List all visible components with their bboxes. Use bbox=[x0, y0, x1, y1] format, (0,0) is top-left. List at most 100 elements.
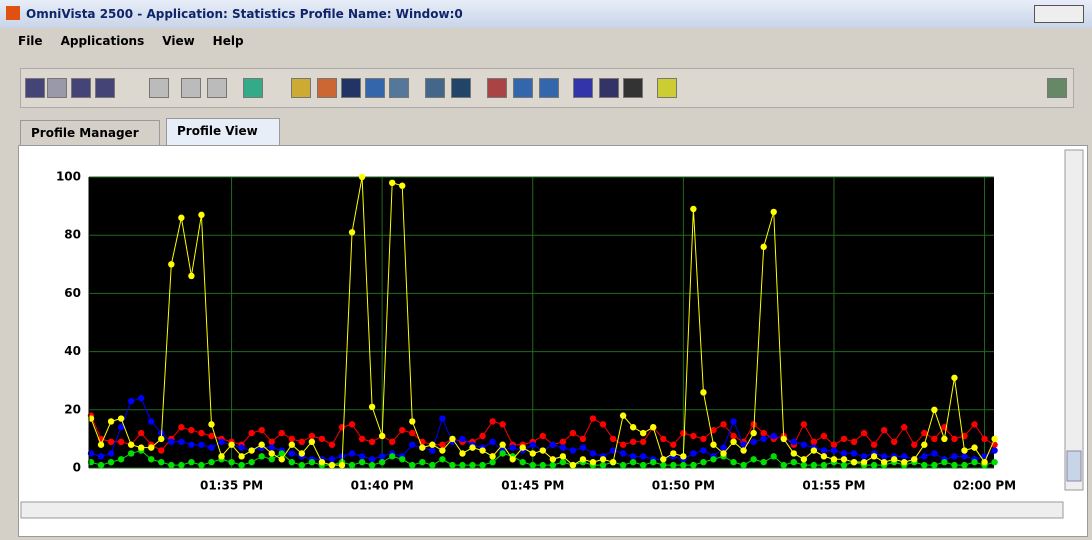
menu-item[interactable]: Applications bbox=[60, 34, 145, 48]
data-point bbox=[891, 438, 898, 446]
toolbar-button[interactable] bbox=[1047, 78, 1067, 98]
toolbar-button[interactable] bbox=[149, 78, 169, 98]
data-point bbox=[188, 441, 195, 448]
data-point bbox=[389, 453, 396, 460]
data-point bbox=[148, 418, 155, 425]
data-point bbox=[248, 429, 255, 437]
toolbar-button[interactable] bbox=[291, 78, 311, 98]
toolbar-button[interactable] bbox=[573, 78, 593, 98]
toolbar-button[interactable] bbox=[25, 78, 45, 98]
data-point bbox=[439, 441, 446, 448]
data-point bbox=[870, 453, 878, 460]
toolbar-button[interactable] bbox=[623, 78, 643, 98]
chart: 0 20 40 60 80 100 01:35 PM 01:40 PM 01:45 PM 01:5… bbox=[20, 149, 1084, 519]
data-point bbox=[840, 450, 848, 457]
data-point bbox=[850, 450, 858, 457]
toolbar-button[interactable] bbox=[657, 78, 677, 98]
data-point bbox=[439, 456, 446, 463]
data-point bbox=[790, 458, 797, 466]
toolbar-button[interactable] bbox=[425, 78, 445, 98]
data-point bbox=[439, 415, 446, 422]
data-point bbox=[921, 441, 928, 448]
data-point bbox=[158, 458, 165, 466]
data-point bbox=[700, 435, 707, 443]
data-point bbox=[790, 450, 797, 457]
data-point bbox=[941, 435, 948, 443]
data-point bbox=[750, 429, 757, 437]
data-point bbox=[810, 438, 818, 446]
data-point bbox=[670, 441, 677, 448]
toolbar-button[interactable] bbox=[487, 78, 507, 98]
data-point bbox=[509, 456, 516, 463]
data-point bbox=[911, 456, 918, 463]
data-point bbox=[238, 461, 245, 469]
data-point bbox=[268, 444, 275, 451]
window-title: OmniVista 2500 - Application: Statistics… bbox=[26, 7, 463, 21]
menu-item[interactable]: File bbox=[18, 34, 43, 48]
toolbar-button[interactable] bbox=[181, 78, 201, 98]
data-point bbox=[609, 435, 617, 443]
toolbar-button[interactable] bbox=[539, 78, 559, 98]
data-point bbox=[499, 421, 506, 428]
data-point bbox=[168, 438, 175, 446]
data-point bbox=[650, 424, 657, 431]
tab[interactable]: Profile Manager bbox=[20, 120, 160, 145]
data-point bbox=[539, 461, 546, 469]
menu-item[interactable]: View bbox=[162, 34, 195, 48]
data-point bbox=[680, 461, 687, 469]
tab-active[interactable]: Profile View bbox=[166, 118, 280, 146]
data-point bbox=[409, 461, 416, 469]
data-point bbox=[308, 458, 316, 466]
data-point bbox=[238, 444, 245, 451]
toolbar-button[interactable] bbox=[513, 78, 533, 98]
data-point bbox=[921, 429, 928, 437]
app-icon bbox=[6, 6, 20, 20]
data-point bbox=[609, 447, 617, 454]
toolbar-button[interactable] bbox=[47, 78, 67, 98]
data-point bbox=[971, 458, 978, 466]
menu-bar: File Applications View Help bbox=[0, 34, 244, 58]
data-point bbox=[208, 444, 215, 451]
data-point bbox=[288, 435, 295, 443]
data-point bbox=[489, 453, 496, 460]
data-point bbox=[298, 438, 306, 446]
data-point bbox=[740, 441, 747, 448]
data-point bbox=[117, 438, 125, 446]
data-point bbox=[459, 461, 466, 469]
window-controls[interactable] bbox=[1034, 5, 1084, 23]
data-point bbox=[690, 450, 697, 457]
data-point bbox=[820, 447, 828, 454]
data-point bbox=[348, 229, 356, 236]
data-point bbox=[409, 418, 416, 425]
data-point bbox=[519, 458, 526, 466]
data-point bbox=[378, 453, 386, 460]
data-point bbox=[640, 453, 647, 460]
data-point bbox=[840, 456, 848, 463]
x-tick-label: 01:50 PM bbox=[652, 479, 715, 493]
toolbar-button[interactable] bbox=[95, 78, 115, 98]
toolbar-button[interactable] bbox=[207, 78, 227, 98]
data-point bbox=[288, 458, 295, 466]
data-point bbox=[97, 453, 105, 460]
data-point bbox=[961, 447, 968, 454]
data-point bbox=[358, 458, 366, 466]
menu-item[interactable]: Help bbox=[212, 34, 244, 48]
data-point bbox=[489, 438, 496, 446]
toolbar-button[interactable] bbox=[599, 78, 619, 98]
data-point bbox=[97, 441, 105, 448]
toolbar-button[interactable] bbox=[389, 78, 409, 98]
toolbar bbox=[20, 68, 1074, 108]
toolbar-button[interactable] bbox=[243, 78, 263, 98]
data-point bbox=[429, 461, 436, 469]
toolbar-button[interactable] bbox=[317, 78, 337, 98]
data-point bbox=[268, 456, 275, 463]
toolbar-button[interactable] bbox=[341, 78, 361, 98]
data-point bbox=[850, 458, 858, 466]
toolbar-button[interactable] bbox=[451, 78, 471, 98]
data-point bbox=[680, 429, 687, 437]
toolbar-button[interactable] bbox=[365, 78, 385, 98]
data-point bbox=[439, 447, 446, 454]
toolbar-button[interactable] bbox=[71, 78, 91, 98]
data-point bbox=[770, 453, 777, 460]
